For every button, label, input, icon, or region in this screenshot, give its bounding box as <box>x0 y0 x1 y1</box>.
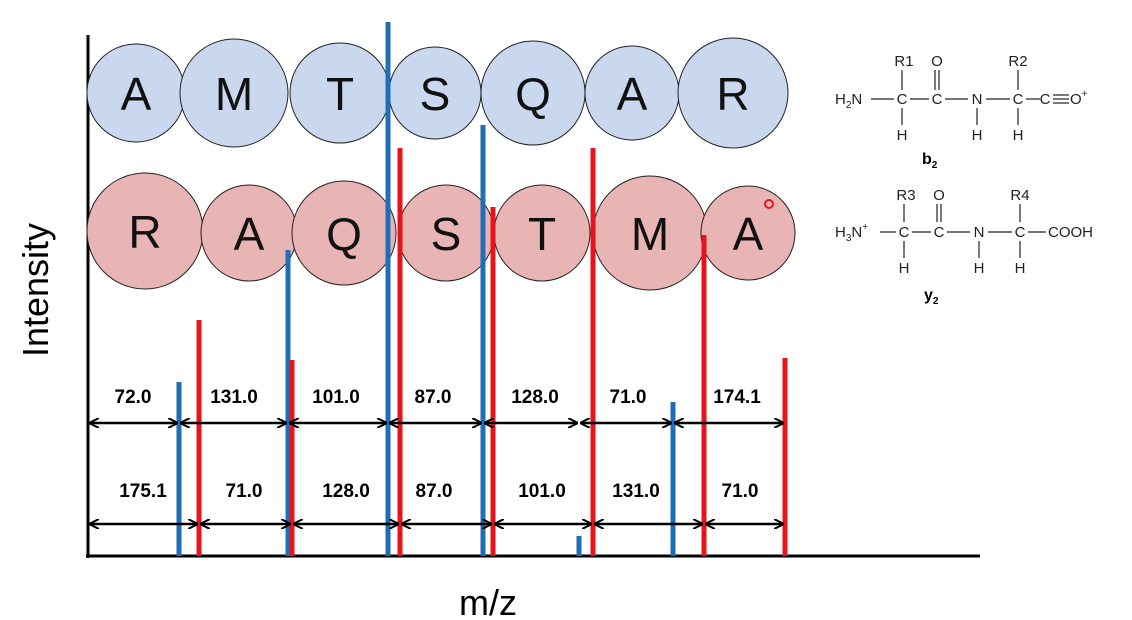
cursor-marker <box>764 199 774 209</box>
y2-ion-structure: R3 O R4 H3N+ C C N C COOH H H H y2 <box>835 187 1093 307</box>
b-residue-letter: Q <box>515 68 551 120</box>
b-ion-peaks <box>176 22 676 556</box>
y-mass-label: 128.0 <box>322 481 370 502</box>
y-residue-circle <box>700 185 796 281</box>
structure-atom: N <box>974 224 985 241</box>
structure-atom: O <box>931 53 943 70</box>
structure-atom: O <box>933 187 945 204</box>
b-mass-difference-arrows: 72.0 131.0 101.0 87.0 128.0 71.0 174.1 <box>90 387 783 423</box>
b-residue-letter: A <box>121 68 152 120</box>
b2-label: b2 <box>922 151 938 171</box>
b-mass-label: 101.0 <box>312 387 360 408</box>
y-mass-difference-arrows: 175.1 71.0 128.0 87.0 101.0 131.0 71.0 <box>90 481 783 524</box>
y-residue-letter: A <box>733 208 764 260</box>
y-residue-circle <box>291 180 397 286</box>
b-mass-label: 174.1 <box>713 387 761 408</box>
structure-atom: H <box>1015 260 1026 277</box>
structure-atom: N <box>972 91 983 108</box>
y-residue-letter: A <box>234 208 265 260</box>
b-residue-letter: A <box>617 68 648 120</box>
b-mass-label: 71.0 <box>610 387 647 408</box>
b-residue-circle <box>179 38 289 148</box>
y-residue-letter: Q <box>326 208 362 260</box>
b2-ion-structure: R1 O R2 H2N C C N C C O+ H H H b2 <box>835 53 1088 171</box>
x-axis-title: m/z <box>459 582 517 620</box>
b-mass-label: 87.0 <box>415 387 452 408</box>
b-residue-letter: M <box>215 68 253 120</box>
b-mass-label: 131.0 <box>210 387 258 408</box>
structure-atom: R2 <box>1008 53 1027 70</box>
y-residue-letter: S <box>431 208 462 260</box>
structure-atom: H <box>972 127 983 144</box>
y-series-residues: R A Q S T M A <box>86 172 796 291</box>
structure-atom: R3 <box>896 187 915 204</box>
structure-atom: R4 <box>1010 187 1029 204</box>
structure-atom: H3N+ <box>835 222 868 244</box>
structure-atom: COOH <box>1048 224 1093 241</box>
structure-atom: C <box>932 91 943 108</box>
y-mass-label: 175.1 <box>119 481 167 502</box>
structure-atom: H <box>974 260 985 277</box>
structure-atom: C <box>897 91 908 108</box>
y-mass-label: 87.0 <box>416 481 453 502</box>
y-mass-label: 101.0 <box>518 481 566 502</box>
structure-atom: C <box>934 224 945 241</box>
structure-atom: H <box>897 127 908 144</box>
b-mass-label: 128.0 <box>511 387 559 408</box>
structure-atom: C <box>1040 91 1051 108</box>
y2-label: y2 <box>924 287 939 307</box>
b-series-residues: A M T S Q A R <box>86 37 789 149</box>
y-mass-label: 131.0 <box>612 481 660 502</box>
b-residue-letter: S <box>420 68 451 120</box>
y-residue-letter: M <box>631 208 669 260</box>
y-ion-peaks <box>196 148 788 556</box>
y-mass-label: 71.0 <box>722 481 759 502</box>
structure-atom: R1 <box>894 53 913 70</box>
y-residue-letter: T <box>528 208 556 260</box>
structure-atom: H2N <box>835 91 862 111</box>
structure-atom: H <box>1013 127 1024 144</box>
structure-atom: C <box>899 224 910 241</box>
b-mass-label: 72.0 <box>115 387 152 408</box>
structure-atom: H <box>899 260 910 277</box>
y-axis-title: Intensity <box>15 223 56 357</box>
b-residue-letter: R <box>716 68 749 120</box>
b-residue-circle <box>677 37 789 149</box>
b-residue-letter: T <box>326 68 354 120</box>
structure-atom: C <box>1015 224 1026 241</box>
y-residue-letter: R <box>128 206 161 258</box>
structure-atom: C <box>1013 91 1024 108</box>
y-mass-label: 71.0 <box>226 481 263 502</box>
structure-atom: O+ <box>1070 89 1088 108</box>
